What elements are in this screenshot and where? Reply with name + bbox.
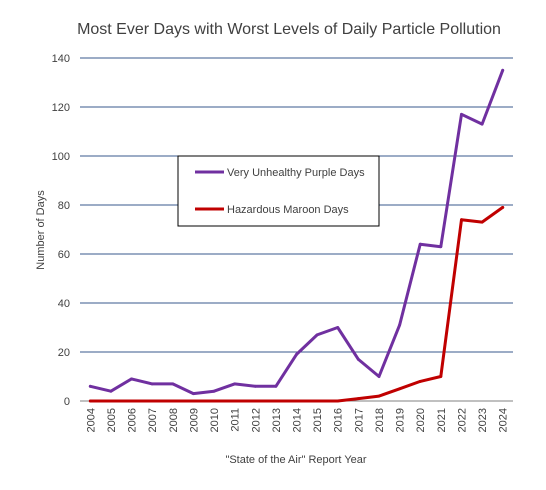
data-point bbox=[274, 399, 278, 403]
x-tick-label: 2012 bbox=[250, 408, 262, 432]
data-point bbox=[460, 218, 463, 222]
series-line-maroon bbox=[88, 205, 505, 403]
data-point bbox=[501, 68, 505, 72]
data-point bbox=[398, 323, 401, 327]
x-axis-label: "State of the Air" Report Year bbox=[225, 454, 366, 466]
data-point bbox=[460, 112, 463, 116]
legend-label-purple: Very Unhealthy Purple Days bbox=[227, 167, 365, 179]
data-point bbox=[192, 399, 195, 403]
data-point bbox=[377, 394, 381, 398]
data-point bbox=[109, 389, 113, 393]
gridlines bbox=[80, 57, 513, 402]
x-tick-label: 2017 bbox=[353, 408, 365, 432]
y-tick-label: 0 bbox=[64, 396, 70, 408]
y-tick-label: 20 bbox=[58, 347, 70, 359]
x-tick-label: 2008 bbox=[168, 408, 180, 432]
data-point bbox=[171, 399, 175, 403]
data-point bbox=[212, 399, 216, 403]
x-tick-label: 2004 bbox=[85, 408, 97, 432]
x-tick-label: 2016 bbox=[333, 408, 345, 432]
series-lines bbox=[88, 68, 505, 403]
x-tick-label: 2007 bbox=[147, 408, 159, 432]
x-tick-label: 2010 bbox=[209, 408, 221, 432]
data-point bbox=[480, 220, 484, 224]
x-tick-label: 2013 bbox=[271, 408, 283, 432]
y-axis-label: Number of Days bbox=[35, 190, 47, 270]
data-point bbox=[253, 384, 257, 388]
data-point bbox=[295, 399, 298, 403]
x-tick-label: 2006 bbox=[127, 408, 139, 432]
data-point bbox=[356, 397, 360, 400]
data-point bbox=[315, 399, 319, 403]
data-point bbox=[171, 382, 175, 386]
x-tick-label: 2018 bbox=[374, 408, 386, 432]
series-line-purple bbox=[88, 68, 505, 396]
x-tick-label: 2014 bbox=[292, 408, 304, 432]
data-point bbox=[109, 399, 113, 403]
data-point bbox=[192, 392, 195, 396]
legend-label-maroon: Hazardous Maroon Days bbox=[227, 204, 349, 216]
data-point bbox=[130, 377, 133, 381]
x-tick-label: 2019 bbox=[395, 408, 407, 432]
data-point bbox=[501, 206, 505, 209]
data-point bbox=[295, 353, 298, 356]
y-tick-label: 80 bbox=[58, 200, 70, 212]
chart-title: Most Ever Days with Worst Levels of Dail… bbox=[77, 21, 501, 38]
data-point bbox=[212, 389, 216, 393]
data-point bbox=[315, 333, 319, 337]
data-point bbox=[88, 384, 92, 388]
x-tick-label: 2022 bbox=[456, 408, 468, 432]
y-tick-label: 40 bbox=[58, 298, 70, 310]
x-tick-label: 2011 bbox=[230, 408, 242, 432]
legend: Very Unhealthy Purple Days Hazardous Mar… bbox=[177, 155, 380, 227]
data-point bbox=[398, 387, 401, 391]
data-point bbox=[439, 375, 443, 378]
data-point bbox=[233, 399, 237, 403]
data-point bbox=[377, 375, 381, 378]
data-point bbox=[150, 399, 154, 403]
data-point bbox=[88, 399, 92, 403]
x-tick-label: 2009 bbox=[188, 408, 200, 432]
data-point bbox=[418, 242, 422, 246]
data-point bbox=[418, 380, 422, 383]
x-tick-label: 2015 bbox=[312, 408, 324, 432]
y-tick-label: 100 bbox=[52, 151, 70, 163]
data-point bbox=[150, 382, 154, 386]
x-tick-label: 2023 bbox=[477, 408, 489, 432]
data-point bbox=[233, 382, 237, 386]
data-point bbox=[356, 357, 360, 361]
data-point bbox=[336, 326, 340, 329]
y-axis-ticks: 0 20 40 60 80 100 120 140 bbox=[52, 53, 70, 408]
x-tick-label: 2005 bbox=[106, 408, 118, 432]
x-axis-ticks: 2004 2005 2006 2007 2008 2009 2010 2011 2012 2013… bbox=[85, 408, 509, 432]
legend-box bbox=[177, 155, 380, 227]
y-tick-label: 60 bbox=[58, 249, 70, 261]
data-point bbox=[253, 399, 257, 403]
data-point bbox=[480, 122, 484, 126]
y-tick-label: 140 bbox=[52, 53, 70, 65]
data-point bbox=[336, 399, 340, 403]
data-point bbox=[130, 399, 133, 403]
x-tick-label: 2020 bbox=[415, 408, 427, 432]
x-tick-label: 2021 bbox=[436, 408, 448, 432]
y-tick-label: 120 bbox=[52, 102, 70, 114]
x-tick-label: 2024 bbox=[498, 408, 510, 432]
data-point bbox=[439, 245, 443, 249]
data-point bbox=[274, 384, 278, 388]
